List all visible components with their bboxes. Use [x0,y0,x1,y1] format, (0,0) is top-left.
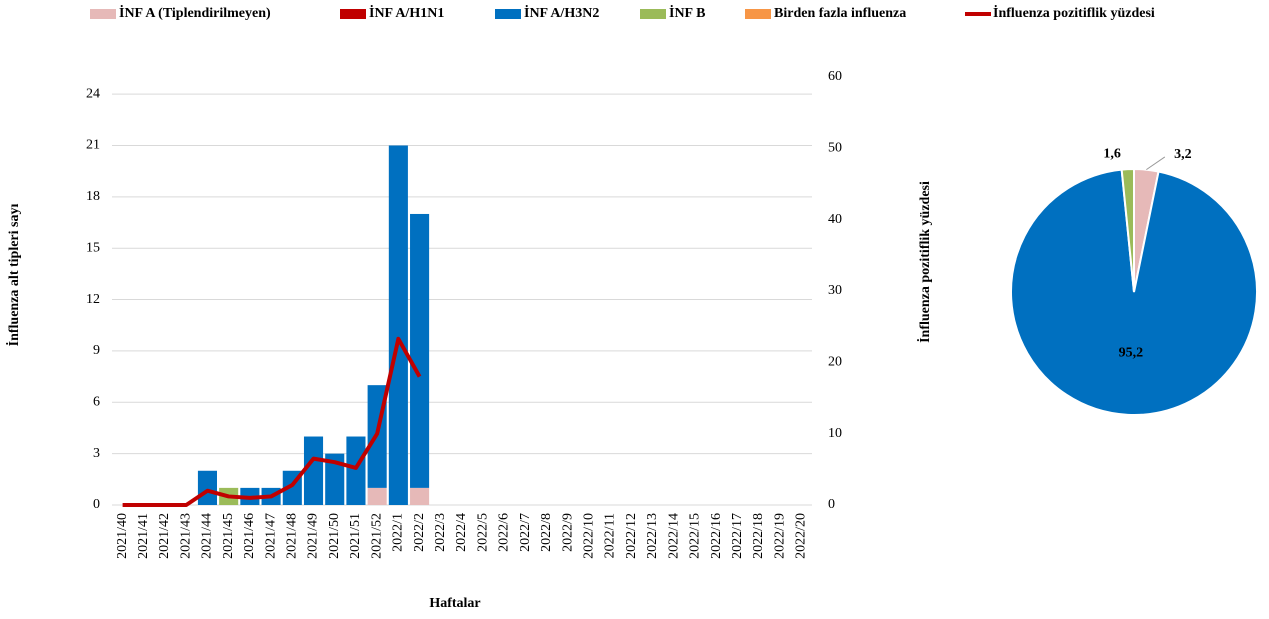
bar [325,453,345,505]
y2-tick-label: 40 [828,212,842,227]
x-axis-title: Haftalar [429,596,480,611]
line [122,336,422,507]
x-tick-label: 2021/43 [178,513,193,559]
x-tick-label: 2022/15 [688,513,703,559]
y2-tick-label: 60 [828,69,842,84]
y-tick-label: 15 [86,240,100,255]
y2-tick-label: 0 [828,497,835,512]
legend-label: İNF A/H3N2 [524,4,599,21]
x-tick-label: 2021/44 [200,513,215,559]
x-tick-label: 2021/50 [327,513,342,559]
x-tick-label: 2021/51 [348,513,363,559]
bar [303,436,324,505]
bar [410,487,430,505]
bar [410,213,430,488]
y2-tick-label: 10 [828,426,842,441]
x-tick-label: 2022/9 [560,513,575,552]
y-axis-title: İnfluenza alt tipleri sayı [5,204,22,347]
bar [367,487,387,505]
legend-label: İNF A/H1N1 [369,4,444,21]
x-tick-label: 2022/20 [794,513,809,559]
x-tick-label: 2021/46 [242,513,257,559]
y-tick-label: 12 [86,292,100,307]
x-tick-label: 2021/41 [136,513,151,559]
x-tick-label: 2022/11 [603,513,618,558]
x-tick-label: 2021/47 [263,513,278,559]
bar [388,145,408,506]
x-tick-label: 2021/40 [115,513,130,559]
leader-line [1146,156,1166,171]
y2-axis-title: İnfluenza pozitiflik yüzdesi [916,181,933,343]
x-tick-label: 2022/4 [454,513,469,552]
y-tick-label: 18 [86,189,100,204]
y-tick-label: 0 [93,497,100,512]
x-tick-label: 2022/16 [709,513,724,559]
x-tick-label: 2021/49 [306,513,321,559]
data-label: 1,6 [1103,147,1121,162]
x-tick-label: 2022/18 [751,513,766,559]
x-tick-label: 2021/45 [221,513,236,559]
pie-slice [1120,167,1135,293]
bar [197,470,217,505]
legend-swatch [340,9,366,19]
pie-slice [1010,168,1258,416]
y2-tick-label: 30 [828,283,842,298]
legend-swatch [745,9,771,19]
y-tick-label: 6 [93,394,100,409]
x-tick-label: 2022/5 [475,513,490,552]
y2-tick-label: 50 [828,141,842,156]
bar [346,436,366,505]
x-tick-label: 2022/1 [391,513,406,552]
legend-label: İNF B [669,4,705,21]
x-tick-label: 2022/17 [730,513,745,559]
y-tick-label: 21 [86,138,100,153]
legend-label: Birden fazla influenza [774,6,906,21]
x-tick-label: 2022/13 [645,513,660,559]
x-tick-label: 2022/14 [666,513,681,559]
y-tick-label: 3 [93,446,100,461]
x-tick-label: 2021/48 [285,513,300,559]
legend-label: İNF A (Tiplendirilmeyen) [119,4,271,21]
x-tick-label: 2022/8 [539,513,554,552]
x-tick-label: 2021/52 [369,513,384,559]
x-tick-label: 2022/7 [518,513,533,552]
y2-tick-label: 20 [828,355,842,370]
x-tick-label: 2021/42 [157,513,172,559]
data-label: 95,2 [1119,346,1144,361]
x-tick-label: 2022/10 [581,513,596,559]
y-tick-label: 24 [86,86,100,101]
x-tick-label: 2022/6 [497,513,512,552]
legend-swatch [90,9,116,19]
legend-swatch [640,9,666,19]
y-tick-label: 9 [93,343,100,358]
legend-label: İnfluenza pozitiflik yüzdesi [993,4,1155,21]
legend-swatch [495,9,521,19]
data-label: 3,2 [1174,147,1192,162]
x-tick-label: 2022/19 [772,513,787,559]
x-tick-label: 2022/3 [433,513,448,552]
x-tick-label: 2022/12 [624,513,639,559]
x-tick-label: 2022/2 [412,513,427,552]
